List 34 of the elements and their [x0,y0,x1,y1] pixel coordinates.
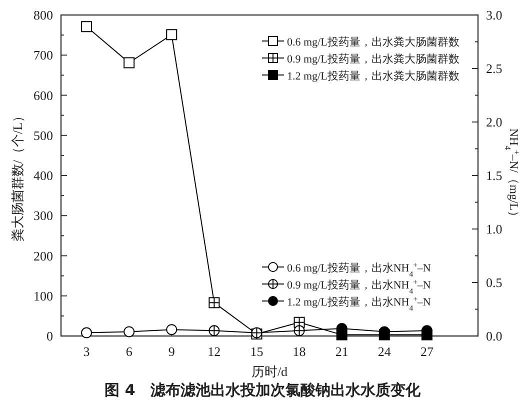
y2-tick-label: 2.0 [486,114,502,130]
y-tick-label: 200 [34,248,53,264]
x-tick-label: 9 [168,344,175,359]
y-tick-label: 500 [34,128,53,143]
legend-label: 1.2 mg/L投药量，出水NH$_{4}$$^{+}$–N [287,294,431,312]
y-tick-label: 400 [34,168,53,183]
x-tick-label: 24 [378,344,392,359]
y-tick-label: 600 [34,88,53,103]
x-tick-label: 12 [208,344,221,359]
y2-tick-label: 2.5 [486,61,502,76]
x-tick-label: 6 [126,344,133,359]
y-tick-label: 100 [34,288,53,304]
x-tick-label: 15 [250,344,264,359]
x-tick-label: 18 [292,344,306,359]
legend-label: 1.2 mg/L投药量，出水粪大肠菌群数 [287,70,460,82]
legend-label: 0.6 mg/L投药量，出水NH$_{4}$$^{+}$–N [287,260,431,278]
legend-label: 0.9 mg/L投药量，出水粪大肠菌群数 [287,52,460,66]
y2-tick-label: 3.0 [486,8,502,22]
y-tick-label: 300 [34,208,53,224]
legend-label: 0.9 mg/L投药量，出水NH$_{4}$$^{+}$–N [287,277,431,295]
y2-tick-label: 0.5 [486,275,502,290]
text: 图 4 滤布滤池出水投加次氯酸钠出水水质变化 [104,381,422,399]
x-axis-title: 历时/d [251,364,288,379]
y2-tick-label: 1.5 [486,168,502,183]
y-tick-label: 0 [46,328,53,344]
y-tick-label: 800 [34,8,53,22]
y-tick-label: 700 [34,48,53,63]
y-axis-title: 粪大肠菌群数/（个/L） [10,109,25,242]
y2-tick-label: 0.0 [486,328,502,344]
y2-tick-label: 1.0 [486,222,502,236]
legend-label: 0.6 mg/L投药量，出水粪大肠菌群数 [287,36,460,48]
x-tick-label: 27 [420,344,434,359]
x-tick-label: 3 [83,344,90,359]
x-tick-label: 21 [335,344,348,359]
